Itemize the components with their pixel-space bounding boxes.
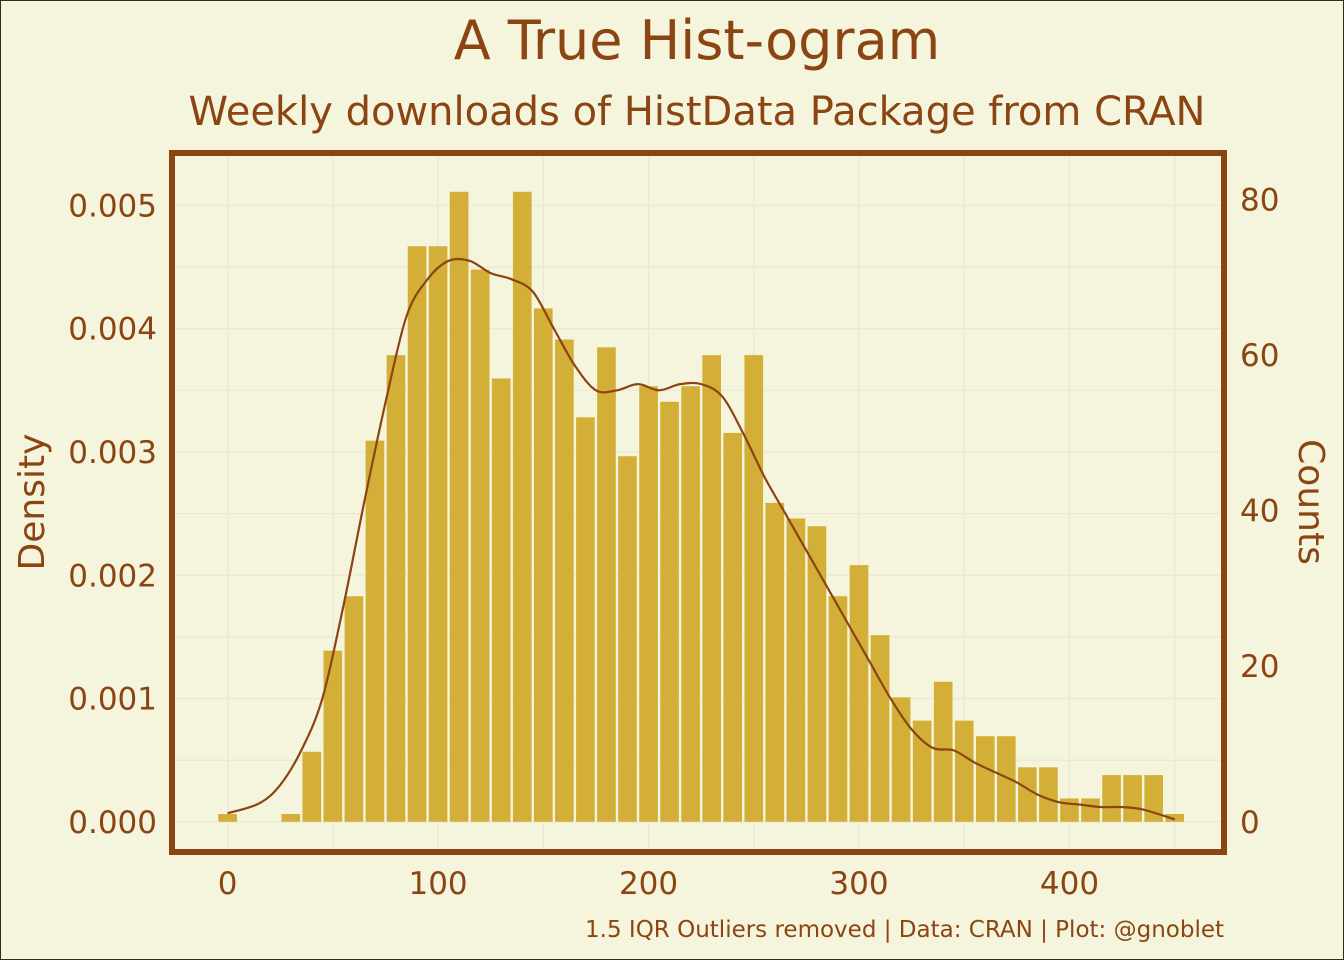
y-left-tick-label: 0.003 [68,435,157,471]
histogram-bar [1102,775,1121,822]
y-right-tick-label: 80 [1240,183,1279,219]
histogram-bar [302,751,322,822]
histogram-bar [491,378,511,822]
y-right-tick-label: 20 [1240,649,1279,685]
y-left-tick-label: 0.000 [68,805,157,841]
y-left-tick-label: 0.005 [68,188,157,224]
y-right-tick-label: 60 [1240,338,1279,374]
histogram-bar [639,386,658,822]
panel-border [169,150,1227,855]
y-left-tick-label: 0.002 [68,558,157,594]
histogram-bar [407,246,427,822]
histogram-bar [660,401,679,822]
y-axis-left-ticks: 0.000 0.001 0.002 0.003 0.004 0.005 [68,188,157,841]
histogram-bar [470,269,490,822]
histogram-bar [870,635,890,822]
histogram-bar [344,596,364,822]
histogram-bar [597,347,616,822]
chart-subtitle: Weekly downloads of HistData Package fro… [189,89,1206,135]
histogram-bar [365,440,385,822]
histogram-bar [723,432,743,822]
histogram-bar [1165,814,1185,822]
histogram-bar [849,565,869,822]
density-curve-group [227,257,1176,821]
y-right-tick-label: 40 [1240,494,1279,530]
histogram-bar [1018,767,1037,822]
x-tick-label: 0 [218,866,238,902]
histogram-bar [281,814,301,822]
histogram-bar [1123,775,1142,822]
x-tick-label: 400 [1040,866,1099,902]
histogram-bar [1039,767,1058,822]
histogram-bar [744,355,764,822]
histogram-bar [323,650,343,822]
y-axis-right-label: Counts [1290,439,1331,565]
histogram-bar [828,596,848,822]
histogram-bar [702,355,722,822]
histogram-bars [218,191,1185,822]
histogram-bar [681,386,700,822]
histogram-bar [533,308,553,822]
x-axis-ticks: 0 100 200 300 400 [218,866,1099,902]
histogram-bar [386,355,406,822]
histogram-bar [449,191,469,822]
histogram-bar [975,736,995,822]
density-curve-line [227,257,1176,821]
y-axis-left-label: Density [12,434,53,571]
histogram-bar [1081,798,1100,822]
histogram-bar [576,417,595,822]
histogram-bar [933,681,953,822]
histogram-bar [512,191,532,822]
histogram-bar [618,456,637,822]
x-tick-label: 300 [829,866,888,902]
x-tick-label: 100 [408,866,467,902]
x-tick-label: 200 [619,866,678,902]
y-left-tick-label: 0.001 [68,682,157,718]
y-right-tick-label: 0 [1240,805,1260,841]
histogram-bar [891,697,911,822]
histogram-bar [555,339,574,822]
histogram-bar [428,246,448,822]
chart-title: A True Hist-ogram [454,9,941,72]
histogram-bar [807,526,827,822]
histogram-bar [765,502,785,822]
histogram-bar [997,736,1016,822]
histogram-bar [218,814,237,822]
histogram-bar [786,518,806,822]
y-left-tick-label: 0.004 [68,312,157,348]
chart-caption: 1.5 IQR Outliers removed | Data: CRAN | … [585,917,1224,943]
y-axis-right-ticks: 0 20 40 60 80 [1240,183,1279,841]
histogram-bar [954,720,974,822]
histogram-bar [912,720,932,822]
